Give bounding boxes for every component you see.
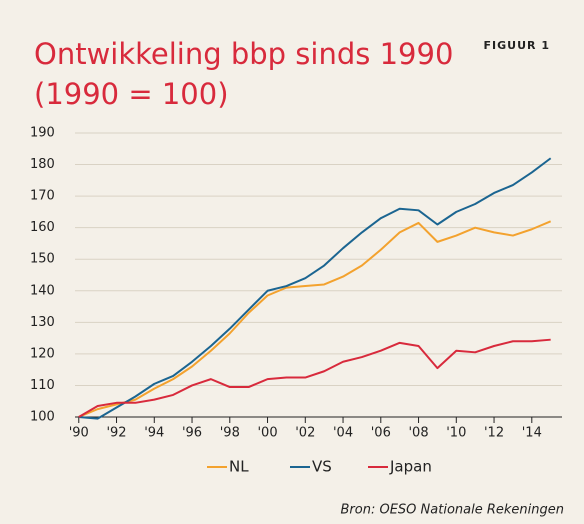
y-tick-label: 160: [30, 220, 55, 235]
x-tick-label: '92: [106, 426, 126, 441]
x-tick-label: '00: [257, 426, 277, 441]
x-tick-label: '90: [69, 426, 89, 441]
source: Bron: OESO Nationale Rekeningen: [341, 503, 564, 518]
chart-title: Ontwikkeling bbp sinds 1990: [34, 37, 453, 71]
legend-label: Japan: [389, 458, 432, 476]
series-line: [78, 338, 551, 418]
series-line: [78, 157, 552, 420]
y-tick-label: 170: [30, 189, 55, 204]
y-tick-label: 120: [30, 346, 55, 361]
legend-label: NL: [229, 458, 249, 476]
x-tick-label: '06: [371, 426, 391, 441]
x-tick-label: '02: [295, 426, 315, 441]
figure-label: FIGUUR 1: [484, 39, 550, 52]
x-tick-label: '12: [484, 426, 504, 441]
x-tick-label: '04: [333, 426, 353, 441]
y-tick-label: 190: [30, 126, 55, 141]
legend-label: VS: [312, 458, 332, 476]
x-tick-label: '98: [220, 426, 240, 441]
y-tick-label: 110: [30, 378, 55, 393]
y-tick-label: 150: [30, 252, 55, 267]
y-tick-label: 180: [30, 157, 55, 172]
y-tick-label: 100: [30, 410, 55, 425]
y-tick-label: 140: [30, 283, 55, 298]
x-tick-label: '94: [144, 426, 164, 441]
x-tick-label: '96: [182, 426, 202, 441]
x-tick-label: '10: [446, 426, 466, 441]
x-tick-label: '08: [408, 426, 428, 441]
chart-subtitle: (1990 = 100): [34, 77, 229, 111]
x-tick-label: '14: [522, 426, 542, 441]
series-line: [78, 220, 552, 418]
y-tick-label: 130: [30, 315, 55, 330]
